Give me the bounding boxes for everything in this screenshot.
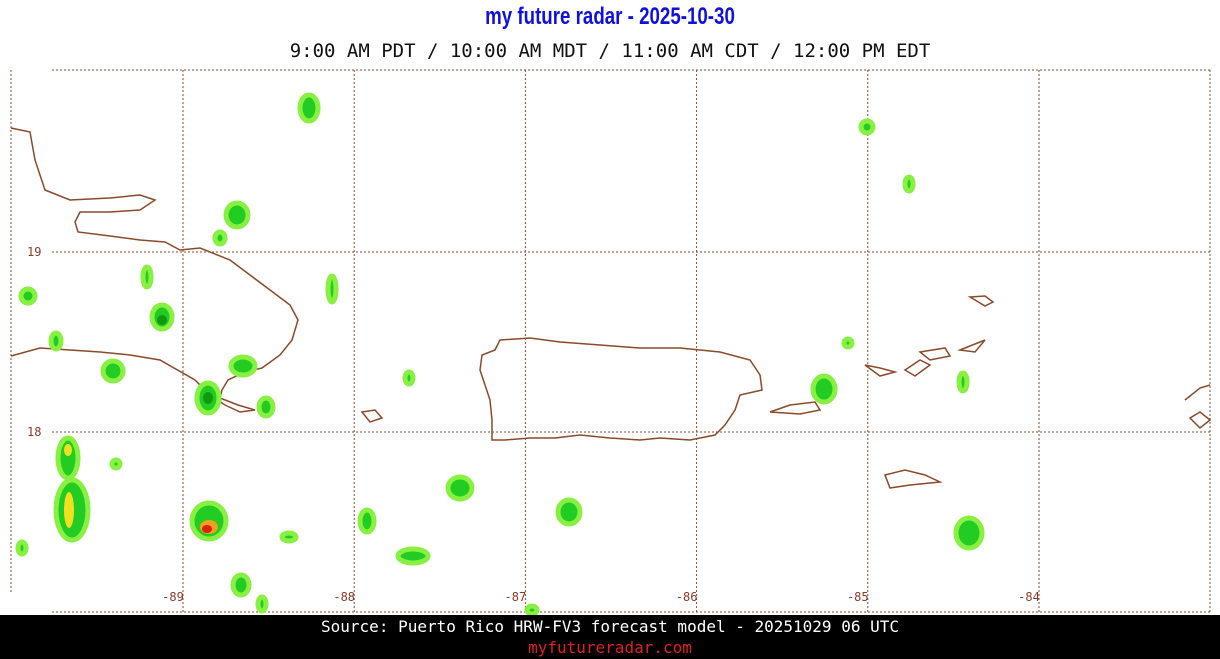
subtitle: 9:00 AM PDT / 10:00 AM MDT / 11:00 AM CD… [289,40,931,62]
longitude-label: -88 [333,590,355,604]
source-text: Source: Puerto Rico HRW-FV3 forecast mod… [321,617,899,636]
map: -89 -88 -87 -86 -85 -84 19 18 [10,69,1212,615]
latitude-label: 18 [27,425,41,439]
footer: Source: Puerto Rico HRW-FV3 forecast mod… [0,615,1220,659]
title: my future radar - 2025-10-30 [485,3,735,30]
longitude-label: -89 [162,590,184,604]
coastlines [10,127,1212,489]
longitude-label: -86 [676,590,698,604]
latitude-label: 19 [27,245,41,259]
longitude-label: -87 [505,590,527,604]
longitude-label: -85 [847,590,869,604]
map-frame [10,69,1211,613]
radar-echoes [15,92,985,615]
grid: -89 -88 -87 -86 -85 -84 19 18 [27,70,1210,612]
longitude-label: -84 [1018,590,1040,604]
site-link[interactable]: myfutureradar.com [528,638,692,657]
